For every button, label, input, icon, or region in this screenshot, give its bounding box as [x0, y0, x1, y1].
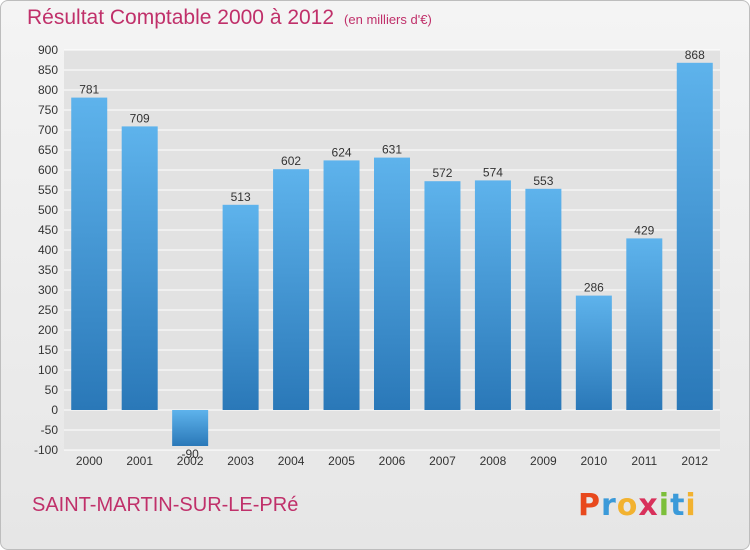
data-label: 513	[231, 190, 251, 204]
y-tick-label: 200	[38, 323, 58, 337]
data-label: 553	[533, 174, 553, 188]
logo-letter: t	[670, 488, 686, 523]
x-tick-label: 2006	[379, 454, 406, 468]
data-label: 574	[483, 165, 503, 179]
bar-2011	[626, 238, 663, 410]
x-tick-label: 2000	[76, 454, 103, 468]
data-labels: 781 709 -90 513 602 624 631 572 574 553 286 429 868	[79, 48, 705, 461]
y-tick-label: 650	[38, 143, 58, 157]
logo-letter: r	[601, 488, 617, 523]
data-label: 572	[432, 166, 452, 180]
y-tick-label: 250	[38, 303, 58, 317]
logo-letter: i	[658, 488, 671, 523]
y-tick-label: -100	[34, 443, 58, 457]
y-tick-label: 150	[38, 343, 58, 357]
x-tick-label: 2008	[480, 454, 507, 468]
data-label: 602	[281, 154, 301, 168]
chart-title: Résultat Comptable 2000 à 2012 (en millie…	[27, 6, 432, 30]
proxiti-logo: Proxiti	[578, 488, 697, 523]
bar-2000	[71, 97, 108, 410]
logo-letter: o	[616, 488, 639, 523]
logo-letter: i	[685, 488, 697, 523]
bar-2001	[121, 126, 158, 411]
data-label: -90	[181, 447, 199, 461]
x-tick-label: 2003	[227, 454, 254, 468]
y-tick-label: 50	[45, 383, 59, 397]
bar-2010	[575, 295, 612, 410]
data-label: 624	[332, 145, 352, 159]
bar-2008	[474, 180, 511, 410]
logo-letter: x	[638, 488, 659, 523]
y-tick-label: 300	[38, 283, 58, 297]
bar-2002	[172, 410, 209, 446]
bar-2007	[424, 181, 461, 410]
x-axis-ticks: 2000 2001 2002 2003 2004 2005 2006 2007 2008 2009…	[76, 454, 709, 468]
chart-title-text: Résultat Comptable 2000 à 2012	[27, 6, 335, 29]
bars	[71, 62, 713, 446]
commune-name: SAINT-MARTIN-SUR-LE-PRé	[32, 494, 299, 516]
y-tick-label: 750	[38, 103, 58, 117]
y-tick-label: 350	[38, 263, 58, 277]
y-tick-label: 500	[38, 203, 58, 217]
y-tick-label: 850	[38, 63, 58, 77]
x-tick-label: 2010	[580, 454, 607, 468]
y-tick-label: 450	[38, 223, 58, 237]
data-label: 631	[382, 143, 402, 157]
chart-unit: (en milliers d'€)	[344, 12, 432, 27]
y-tick-label: 550	[38, 183, 58, 197]
data-label: 781	[79, 83, 99, 97]
x-tick-label: 2011	[631, 454, 657, 468]
data-label: 868	[685, 48, 705, 62]
y-tick-label: 800	[38, 83, 58, 97]
x-tick-label: 2005	[328, 454, 355, 468]
y-tick-label: 900	[38, 43, 58, 57]
y-tick-label: 400	[38, 243, 58, 257]
data-label: 286	[584, 281, 604, 295]
y-tick-label: 600	[38, 163, 58, 177]
y-tick-label: -50	[41, 423, 59, 437]
y-axis-ticks: 9008508007507006506005505004504003503002…	[34, 43, 58, 457]
data-label: 709	[130, 111, 150, 125]
y-tick-label: 100	[38, 363, 58, 377]
data-label: 429	[634, 223, 654, 237]
bar-2004	[273, 169, 310, 410]
y-tick-label: 0	[51, 403, 58, 417]
x-tick-label: 2001	[126, 454, 153, 468]
bar-2009	[525, 188, 562, 410]
x-tick-label: 2012	[681, 454, 708, 468]
bar-2003	[222, 204, 259, 410]
x-tick-label: 2007	[429, 454, 456, 468]
bar-2005	[323, 160, 360, 410]
x-tick-label: 2002	[177, 454, 204, 468]
x-tick-label: 2004	[278, 454, 305, 468]
y-tick-label: 700	[38, 123, 58, 137]
bar-2012	[676, 62, 713, 411]
x-tick-label: 2009	[530, 454, 557, 468]
bar-2006	[374, 157, 410, 410]
logo-letter: P	[578, 488, 601, 523]
